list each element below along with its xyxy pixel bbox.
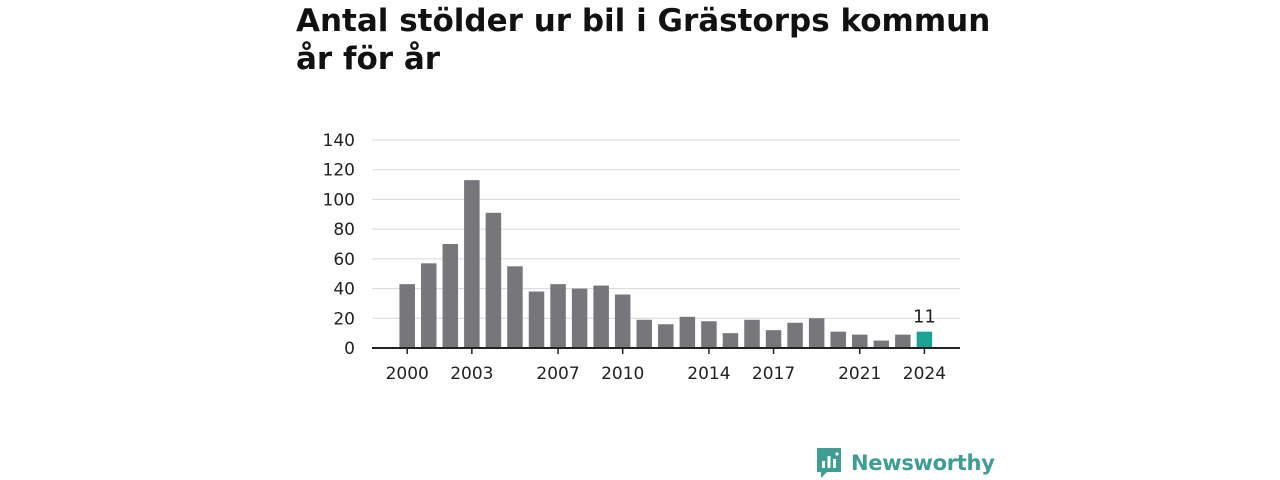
chart-title-line-2: år för år	[296, 41, 441, 77]
bar-2018	[787, 322, 803, 348]
brand-name: Newsworthy	[851, 451, 995, 475]
bar-2004	[485, 212, 502, 348]
y-tick-label: 140	[323, 131, 355, 151]
bar-2017	[765, 330, 782, 348]
x-tick-label: 2010	[601, 364, 644, 384]
x-axis-labels: 2000 2003 2007 2010 2014 2017 2021 2024	[386, 364, 946, 384]
y-tick-label: 0	[344, 339, 355, 359]
x-axis-ticks	[406, 348, 926, 354]
y-tick-label: 80	[333, 220, 355, 240]
chart-title: Antal stölder ur bil i Grästorps kommun …	[296, 2, 996, 78]
bar-2011	[636, 319, 652, 348]
x-tick-label: 2003	[450, 364, 493, 384]
y-tick-label: 40	[333, 280, 355, 300]
bar-2022	[873, 340, 890, 348]
x-tick-label: 2017	[752, 364, 795, 384]
bars	[399, 180, 933, 348]
bar-2005	[507, 266, 523, 348]
x-tick-label: 2000	[386, 364, 429, 384]
y-tick-label: 100	[323, 190, 355, 210]
data-labels: 11	[913, 307, 936, 328]
bar-2021	[852, 334, 868, 348]
bar-2016	[744, 319, 760, 348]
bar-2024	[916, 331, 933, 348]
y-tick-label: 60	[333, 250, 355, 270]
y-tick-label: 20	[333, 309, 355, 329]
newsworthy-logo-icon	[817, 448, 841, 478]
bar-2000	[399, 284, 415, 348]
x-tick-label: 2021	[838, 364, 881, 384]
bar-2007	[550, 284, 566, 348]
gridlines	[372, 139, 960, 319]
bar-2014	[701, 321, 717, 348]
x-tick-label: 2024	[903, 364, 946, 384]
bar-2001	[421, 263, 437, 348]
bar-2006	[528, 291, 545, 348]
data-label-2024: 11	[913, 307, 936, 328]
y-tick-label: 120	[323, 161, 355, 181]
bar-2013	[679, 316, 696, 348]
y-axis-labels: 0 20 40 60 80 100 120 140	[323, 131, 355, 359]
bar-2020	[830, 331, 846, 348]
bar-2002	[442, 244, 459, 348]
bar-2019	[808, 318, 825, 348]
x-tick-label: 2007	[536, 364, 579, 384]
bar-2023	[895, 334, 911, 348]
bar-2003	[464, 180, 480, 348]
newsworthy-brand: Newsworthy	[815, 446, 995, 480]
x-tick-label: 2014	[687, 364, 730, 384]
chart-title-line-1: Antal stölder ur bil i Grästorps kommun	[296, 3, 991, 39]
bar-2015	[722, 333, 739, 348]
bar-2010	[614, 294, 631, 348]
bar-2008	[571, 288, 588, 348]
bar-2012	[658, 324, 674, 348]
bar-2009	[593, 285, 609, 348]
